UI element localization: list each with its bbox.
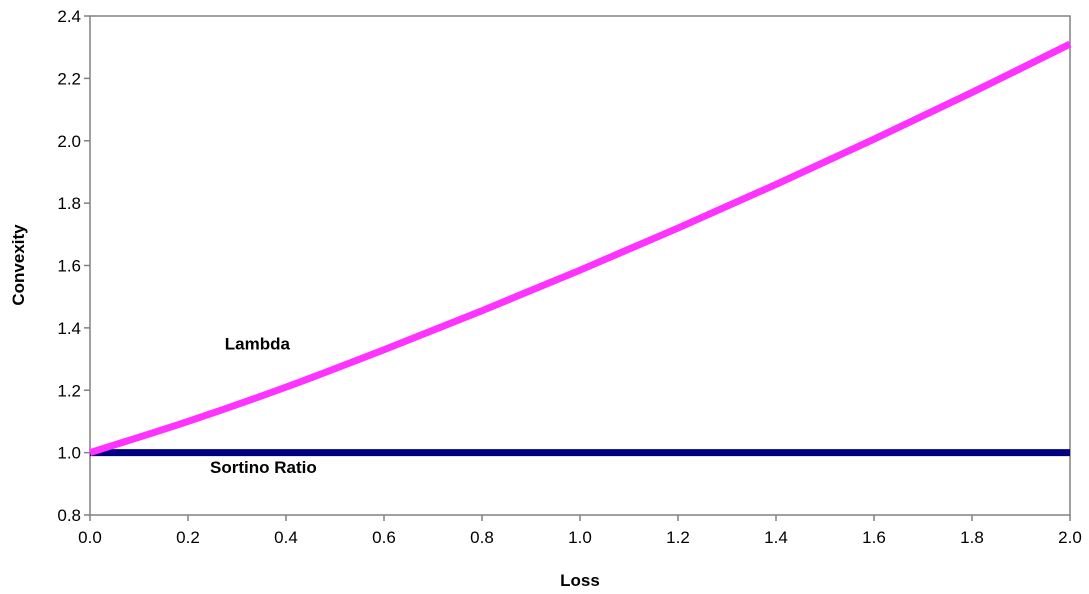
x-tick-label: 1.6 — [862, 528, 886, 547]
y-tick-label: 1.2 — [57, 381, 81, 400]
x-tick-label: 0.8 — [470, 528, 494, 547]
x-tick-label: 0.2 — [176, 528, 200, 547]
x-tick-label: 1.2 — [666, 528, 690, 547]
x-tick-label: 0.6 — [372, 528, 396, 547]
y-tick-label: 2.4 — [57, 7, 81, 26]
y-tick-label: 1.8 — [57, 194, 81, 213]
x-tick-label: 1.8 — [960, 528, 984, 547]
x-axis-title: Loss — [560, 571, 600, 590]
y-tick-label: 2.0 — [57, 132, 81, 151]
y-tick-label: 1.0 — [57, 444, 81, 463]
series-line-lambda — [88, 40, 1072, 456]
series-layer — [88, 40, 1072, 457]
x-tick-label: 0.4 — [274, 528, 298, 547]
annotation-label: Lambda — [225, 335, 291, 354]
y-axis-ticks: 0.8 1.0 1.2 1.4 1.6 1.8 2.0 2.2 2.4 — [57, 7, 90, 525]
x-tick-label: 0.0 — [78, 528, 102, 547]
x-tick-label: 1.0 — [568, 528, 592, 547]
y-axis-title: Convexity — [9, 224, 28, 306]
plot-area — [89, 15, 1071, 516]
annotation-layer: Lambda Sortino Ratio — [210, 335, 317, 477]
x-tick-label: 2.0 — [1058, 528, 1082, 547]
y-tick-label: 1.6 — [57, 257, 81, 276]
y-tick-label: 2.2 — [57, 69, 81, 88]
y-tick-label: 1.4 — [57, 319, 81, 338]
y-tick-label: 0.8 — [57, 506, 81, 525]
x-tick-label: 1.4 — [764, 528, 788, 547]
x-axis-ticks: 0.0 0.2 0.4 0.6 0.8 1.0 1.2 1.4 1.6 1.8 2.0 — [78, 515, 1082, 547]
annotation-label: Sortino Ratio — [210, 458, 317, 477]
